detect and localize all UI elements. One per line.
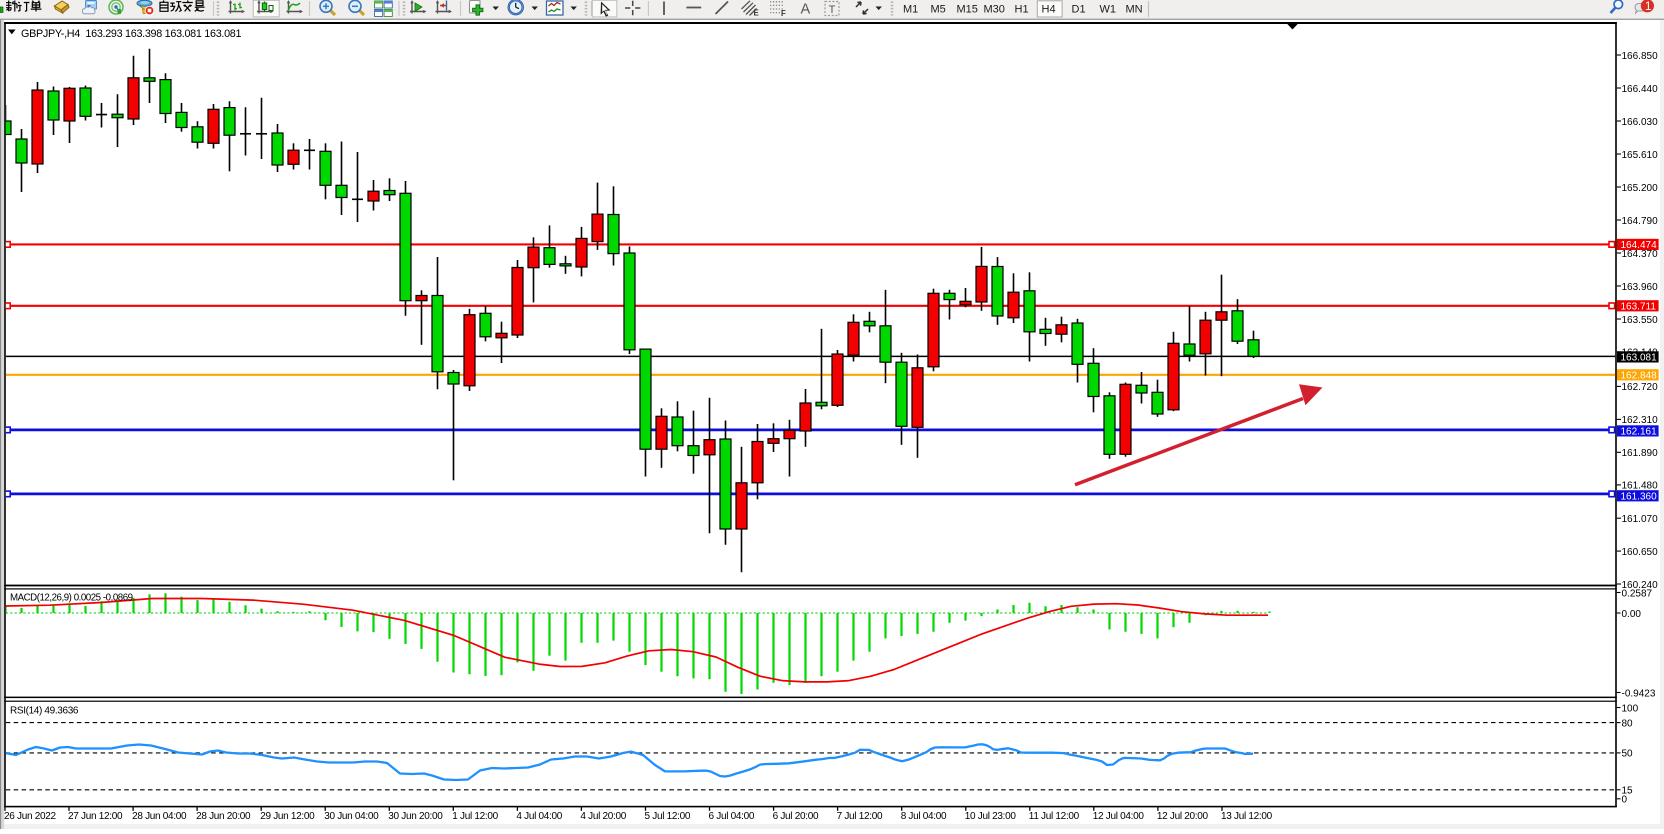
svg-text:A: A	[801, 2, 811, 18]
svg-text:10 Jul 23:00: 10 Jul 23:00	[965, 811, 1017, 822]
svg-text:4 Jul 20:00: 4 Jul 20:00	[580, 811, 626, 822]
svg-text:161.890: 161.890	[1622, 448, 1659, 459]
svg-text:162.161: 162.161	[1621, 427, 1658, 438]
svg-text:161.360: 161.360	[1621, 492, 1658, 503]
svg-text:GBPJPY-,H4 163.293 163.398 16: GBPJPY-,H4 163.293 163.398 163.081 163.0…	[21, 28, 242, 40]
svg-text:4 Jul 04:00: 4 Jul 04:00	[516, 811, 562, 822]
svg-text:166.850: 166.850	[1622, 51, 1659, 62]
svg-text:12 Jul 04:00: 12 Jul 04:00	[1093, 811, 1145, 822]
svg-text:100: 100	[1622, 703, 1639, 714]
svg-text:30 Jun 04:00: 30 Jun 04:00	[324, 811, 379, 822]
svg-text:29 Jun 12:00: 29 Jun 12:00	[260, 811, 315, 822]
svg-text:0.00: 0.00	[1622, 609, 1642, 620]
svg-text:F: F	[781, 9, 786, 18]
svg-text:M30: M30	[984, 4, 1005, 16]
svg-text:163.711: 163.711	[1621, 302, 1657, 313]
svg-text:161.480: 161.480	[1622, 481, 1659, 492]
svg-text:164.474: 164.474	[1621, 240, 1658, 251]
svg-text:7 Jul 12:00: 7 Jul 12:00	[837, 811, 883, 822]
svg-text:163.960: 163.960	[1622, 282, 1659, 293]
svg-text:T: T	[829, 4, 836, 16]
svg-text:H4: H4	[1042, 4, 1056, 16]
svg-text:27 Jun 12:00: 27 Jun 12:00	[68, 811, 123, 822]
svg-text:50: 50	[1622, 749, 1634, 760]
svg-text:D1: D1	[1072, 4, 1086, 16]
svg-text:MACD(12,26,9) 0.0025 -0.0869: MACD(12,26,9) 0.0025 -0.0869	[10, 593, 133, 604]
svg-text:165.610: 165.610	[1622, 150, 1659, 161]
svg-text:1 Jul 12:00: 1 Jul 12:00	[452, 811, 498, 822]
svg-text:6 Jul 04:00: 6 Jul 04:00	[709, 811, 755, 822]
svg-text:13 Jul 12:00: 13 Jul 12:00	[1221, 811, 1273, 822]
svg-text:12 Jul 20:00: 12 Jul 20:00	[1157, 811, 1209, 822]
svg-text:28 Jun 20:00: 28 Jun 20:00	[196, 811, 251, 822]
svg-text:1: 1	[1645, 1, 1651, 13]
svg-text:163.550: 163.550	[1622, 315, 1659, 326]
svg-text:162.310: 162.310	[1622, 415, 1659, 426]
svg-text:H1: H1	[1015, 4, 1029, 16]
svg-text:164.370: 164.370	[1622, 249, 1659, 260]
svg-text:W1: W1	[1100, 4, 1117, 16]
svg-text:6 Jul 20:00: 6 Jul 20:00	[773, 811, 819, 822]
svg-text:0.2587: 0.2587	[1622, 588, 1653, 599]
svg-text:166.030: 166.030	[1622, 117, 1659, 128]
svg-text:RSI(14) 49.3636: RSI(14) 49.3636	[10, 706, 79, 717]
svg-text:162.848: 162.848	[1621, 371, 1658, 382]
svg-text:8 Jul 04:00: 8 Jul 04:00	[901, 811, 947, 822]
svg-text:80: 80	[1622, 718, 1634, 729]
svg-text:M1: M1	[903, 4, 918, 16]
svg-text:162.720: 162.720	[1622, 382, 1659, 393]
svg-text:161.070: 161.070	[1622, 514, 1659, 525]
svg-text:160.650: 160.650	[1622, 547, 1659, 558]
svg-text:M15: M15	[957, 4, 978, 16]
svg-text:MN: MN	[1126, 4, 1143, 16]
svg-text:30 Jun 20:00: 30 Jun 20:00	[388, 811, 443, 822]
svg-text:0: 0	[1622, 795, 1628, 806]
svg-text:165.200: 165.200	[1622, 183, 1659, 194]
svg-text:E: E	[754, 9, 759, 18]
svg-text:5 Jul 12:00: 5 Jul 12:00	[645, 811, 691, 822]
svg-text:166.440: 166.440	[1622, 84, 1659, 95]
svg-text:26 Jun 2022: 26 Jun 2022	[4, 811, 56, 822]
svg-text:163.081: 163.081	[1621, 353, 1658, 364]
svg-text:11 Jul 12:00: 11 Jul 12:00	[1029, 811, 1080, 822]
svg-text:28 Jun 04:00: 28 Jun 04:00	[132, 811, 187, 822]
svg-text:164.790: 164.790	[1622, 216, 1659, 227]
svg-text:M5: M5	[931, 4, 946, 16]
svg-text:160.240: 160.240	[1622, 580, 1659, 591]
svg-text:15: 15	[1622, 786, 1634, 797]
svg-text:-0.9423: -0.9423	[1622, 688, 1656, 699]
